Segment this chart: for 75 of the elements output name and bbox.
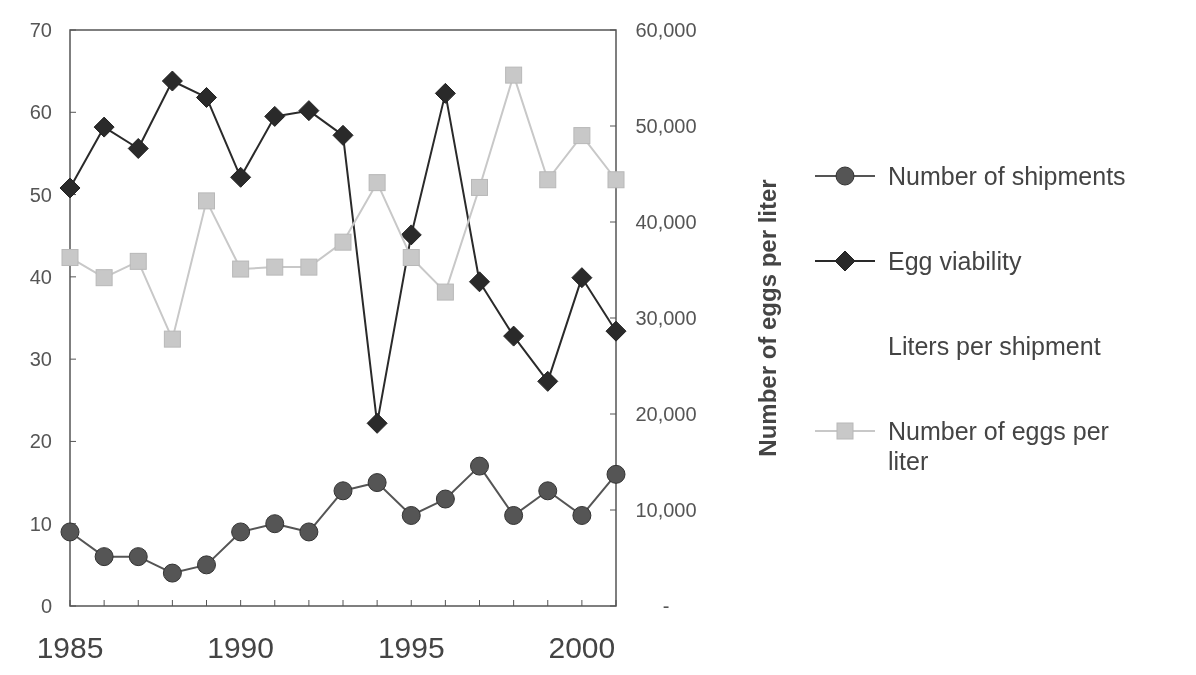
point bbox=[571, 267, 593, 289]
point bbox=[332, 124, 354, 146]
point bbox=[503, 325, 525, 347]
point bbox=[537, 370, 559, 392]
text: Liters per shipment bbox=[888, 331, 1101, 360]
point bbox=[400, 224, 422, 246]
point bbox=[402, 249, 420, 267]
point bbox=[298, 100, 320, 122]
point bbox=[366, 412, 388, 434]
point bbox=[573, 127, 591, 145]
point bbox=[299, 522, 319, 542]
point bbox=[368, 174, 386, 192]
y2-tick-label: 10,000 bbox=[635, 499, 697, 521]
y-tick-label: 0 bbox=[40, 595, 52, 617]
y2-tick-label: 50,000 bbox=[635, 115, 697, 137]
point bbox=[265, 514, 285, 534]
point bbox=[59, 177, 81, 199]
point bbox=[505, 66, 523, 84]
point bbox=[572, 505, 592, 525]
point bbox=[264, 105, 286, 127]
point bbox=[333, 481, 353, 501]
point bbox=[197, 555, 216, 575]
point bbox=[469, 271, 490, 293]
point bbox=[606, 464, 626, 484]
point bbox=[95, 269, 113, 287]
point bbox=[436, 283, 454, 301]
x-tick-label: 1995 bbox=[377, 631, 445, 664]
point bbox=[161, 70, 183, 92]
point bbox=[127, 137, 149, 159]
point bbox=[196, 86, 217, 108]
point bbox=[60, 522, 80, 542]
point bbox=[334, 233, 352, 251]
point bbox=[434, 82, 456, 104]
y-tick-label: 60 bbox=[29, 101, 52, 124]
y-tick-label: 20 bbox=[29, 430, 52, 453]
y2-tick-label: 30,000 bbox=[635, 307, 697, 329]
x-tick-label: 2000 bbox=[548, 631, 616, 664]
point bbox=[93, 116, 115, 138]
point bbox=[128, 547, 148, 567]
point bbox=[232, 260, 250, 278]
point bbox=[539, 171, 557, 189]
point bbox=[94, 547, 114, 567]
point bbox=[607, 171, 625, 189]
y-tick-label: 30 bbox=[29, 348, 52, 371]
legend-label: Number of shipments bbox=[888, 161, 1126, 190]
point bbox=[162, 563, 182, 583]
point bbox=[163, 330, 181, 348]
y2-tick-label: 20,000 bbox=[635, 403, 697, 425]
point bbox=[230, 166, 252, 188]
point bbox=[504, 505, 524, 525]
point bbox=[61, 249, 79, 267]
y-tick-label: 40 bbox=[29, 265, 52, 288]
y2-tick-label: 40,000 bbox=[635, 211, 697, 233]
y-tick-label: 10 bbox=[29, 512, 52, 535]
y2-tick-label: 60,000 bbox=[635, 19, 697, 41]
legend-label: Number of eggs per liter bbox=[888, 416, 1109, 475]
point bbox=[231, 522, 251, 542]
point bbox=[605, 320, 627, 342]
x-tick-label: 1985 bbox=[36, 631, 104, 664]
point bbox=[266, 258, 284, 276]
legend-label: Egg viability bbox=[888, 246, 1022, 275]
point bbox=[471, 178, 488, 196]
point bbox=[538, 481, 558, 501]
y2-tick-label: - bbox=[662, 595, 670, 617]
point bbox=[470, 456, 489, 476]
y-tick-label: 50 bbox=[29, 183, 52, 206]
y-tick-label: 70 bbox=[29, 19, 52, 41]
point bbox=[198, 192, 215, 210]
x-tick-label: 1990 bbox=[207, 631, 274, 664]
point bbox=[300, 258, 318, 276]
point bbox=[401, 505, 421, 525]
point bbox=[129, 252, 147, 270]
point bbox=[367, 473, 387, 493]
y2-axis-title: Number of eggs per liter bbox=[754, 179, 781, 457]
point bbox=[435, 489, 455, 509]
